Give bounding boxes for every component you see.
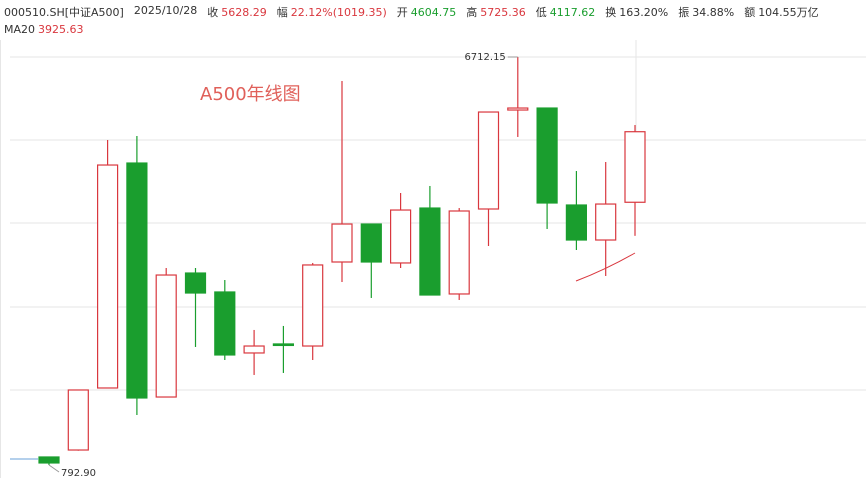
- candle-body: [448, 210, 470, 295]
- item-label: 低: [535, 6, 547, 19]
- item-value: 163.20%: [619, 6, 669, 19]
- candle-body: [96, 164, 119, 389]
- candle-body: [302, 264, 324, 347]
- candle-body: [67, 389, 89, 451]
- ma-row: MA20 3925.63: [4, 23, 84, 36]
- item-label: 开: [396, 6, 408, 19]
- header: 000510.SH[中证A500] 2025/10/28 收 5628.29 幅 22…: [4, 4, 819, 20]
- code: 000510.SH[中证A500]: [4, 6, 124, 19]
- candle-body: [595, 203, 617, 241]
- item-value: 5725.36: [480, 6, 526, 19]
- header-item: 幅 22.12%(1019.35): [277, 4, 387, 20]
- ma-label: MA20: [4, 23, 36, 36]
- header-item: 收 5628.29: [207, 4, 267, 20]
- candle-body: [507, 107, 529, 111]
- item-value: 22.12%(1019.35): [290, 6, 387, 19]
- ma-value: 3925.63: [38, 23, 84, 36]
- chart-title: A500年线图: [200, 84, 301, 105]
- candle-body: [38, 456, 60, 464]
- candle-body: [536, 107, 558, 204]
- header-item: 低 4117.62: [536, 4, 596, 20]
- candle-body: [477, 111, 500, 210]
- candle-body: [624, 131, 646, 203]
- header-item: 高 5725.36: [466, 4, 526, 20]
- item-value: 4117.62: [549, 6, 596, 19]
- item-label: 幅: [276, 6, 288, 19]
- candle-body: [419, 207, 441, 296]
- header-item: 振 34.88%: [678, 4, 734, 20]
- header-item: 开 4604.75: [397, 4, 457, 20]
- candle-body: [565, 204, 588, 241]
- high-label: 6712.15: [464, 52, 505, 63]
- header-item: 换 163.20%: [605, 4, 668, 20]
- date: 2025/10/28: [133, 4, 198, 17]
- item-value: 104.55万亿: [758, 6, 819, 19]
- candle-body: [390, 209, 412, 264]
- item-value: 4604.75: [410, 6, 457, 19]
- header-item: 额 104.55万亿: [744, 4, 819, 20]
- candle-body: [272, 343, 294, 347]
- item-label: 额: [744, 6, 756, 19]
- candle-body: [184, 272, 207, 294]
- candle-body: [243, 345, 265, 354]
- candle-body: [126, 162, 148, 399]
- candle-body: [360, 223, 382, 263]
- leader: [48, 464, 60, 473]
- grid: [0, 40, 866, 478]
- item-value: 34.88%: [692, 6, 735, 19]
- candle-body: [155, 274, 177, 398]
- low-label: 792.90: [61, 468, 96, 479]
- item-label: 振: [678, 6, 690, 19]
- candle-body: [331, 223, 353, 263]
- item-label: 收: [207, 6, 219, 19]
- item-value: 5628.29: [221, 6, 267, 19]
- item-label: 高: [466, 6, 478, 19]
- item-label: 换: [605, 6, 617, 19]
- candle-body: [214, 291, 236, 356]
